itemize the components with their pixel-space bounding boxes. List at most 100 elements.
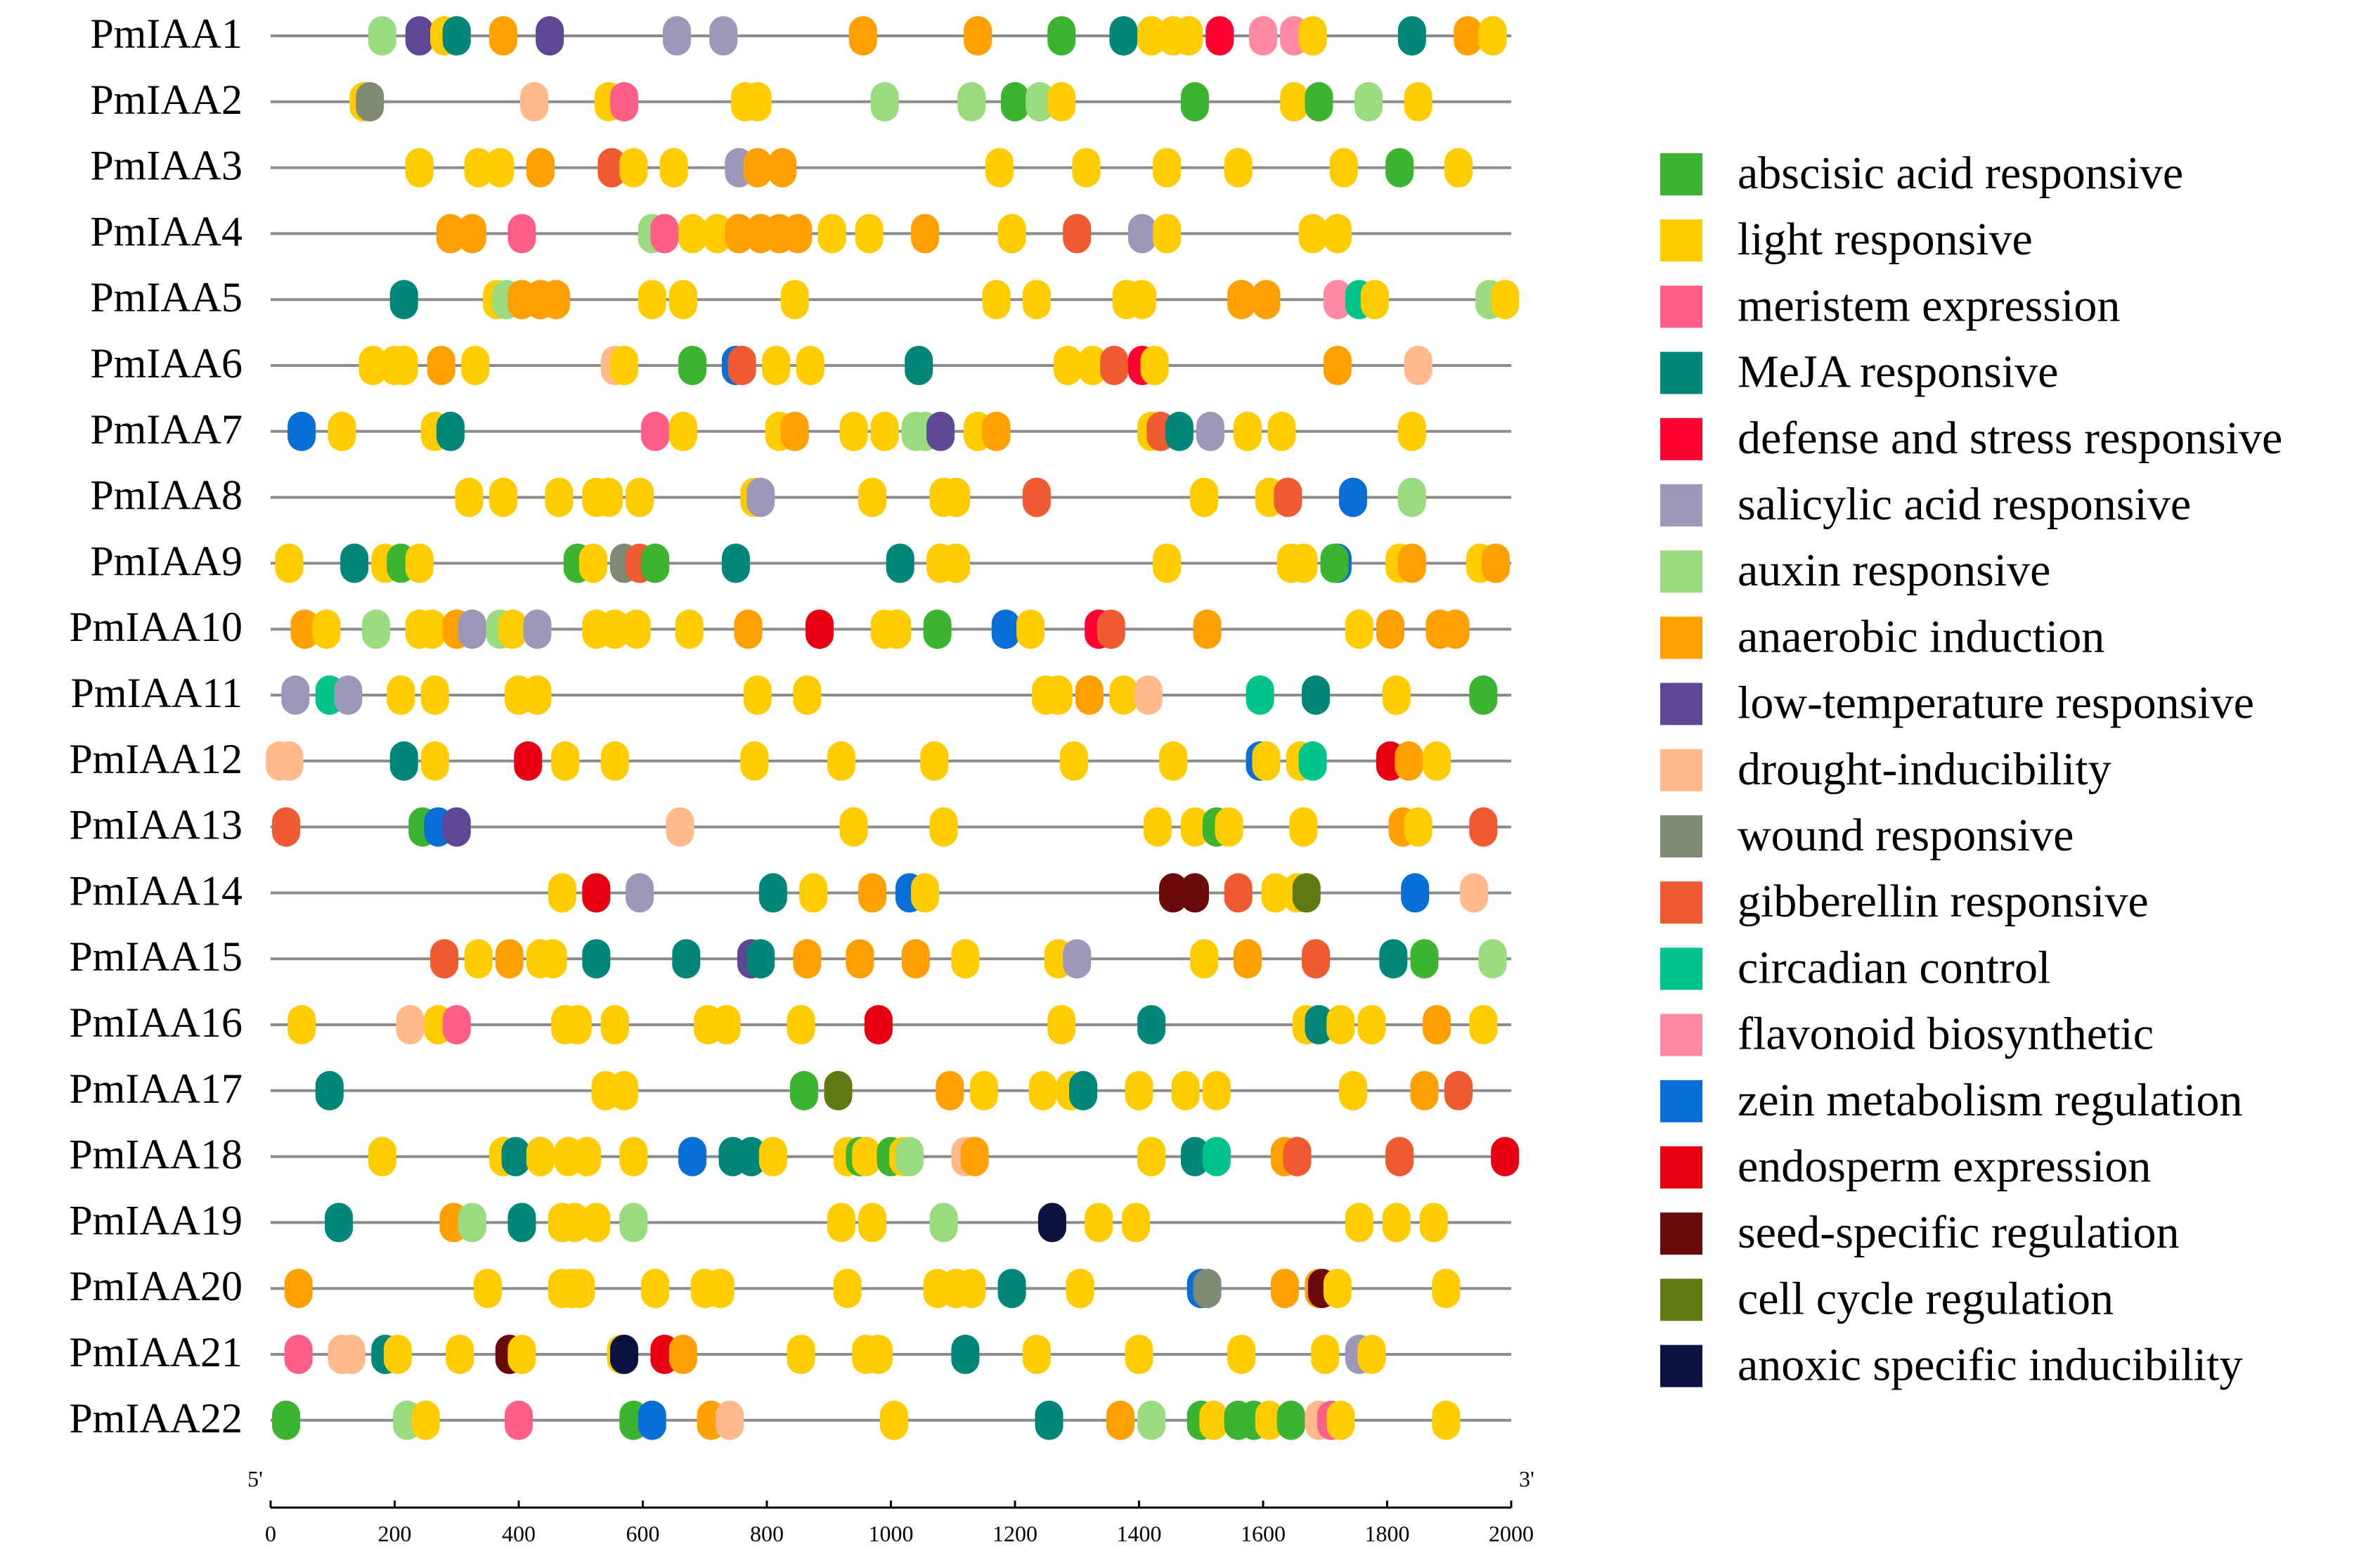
cis-element-light — [389, 346, 418, 385]
cis-element-light — [659, 148, 688, 188]
cis-element-anoxic — [1037, 1203, 1066, 1243]
cis-element-meristem — [507, 214, 536, 254]
cis-element-light — [855, 214, 884, 254]
cis-element-meja — [1379, 939, 1408, 979]
legend-item: anaerobic induction — [1660, 611, 2104, 662]
legend-label: seed-specific regulation — [1738, 1207, 2180, 1258]
legend-label: gibberellin responsive — [1738, 876, 2149, 927]
cis-element-meja — [951, 1335, 980, 1374]
cis-element-anaerobic — [1193, 609, 1222, 649]
cis-element-meristem — [650, 214, 679, 254]
cis-element-light — [1404, 807, 1432, 847]
legend-label: meristem expression — [1738, 280, 2120, 331]
cis-element-light — [600, 1005, 629, 1044]
gene-row: PmIAA20 — [69, 1263, 1511, 1309]
gene-label: PmIAA16 — [69, 999, 242, 1046]
cis-element-anaerobic — [436, 214, 465, 254]
gene-label: PmIAA10 — [69, 604, 242, 650]
cis-element-auxin — [957, 82, 986, 122]
cis-element-lowtemp — [926, 411, 955, 451]
cis-element-light — [762, 346, 791, 385]
cis-element-ga — [1469, 807, 1498, 847]
gene-label: PmIAA13 — [69, 802, 242, 848]
cis-element-anaerobic — [1227, 280, 1256, 320]
cis-element-light — [1022, 1335, 1051, 1374]
gene-label: PmIAA21 — [69, 1329, 242, 1375]
cis-element-anaerobic — [725, 214, 754, 254]
legend-swatch — [1660, 153, 1702, 195]
cis-element-auxin — [1478, 939, 1507, 979]
legend-item: wound responsive — [1660, 810, 2074, 861]
cis-element-light — [985, 148, 1014, 188]
legend-swatch — [1660, 616, 1702, 659]
cis-element-light — [1190, 939, 1219, 979]
cis-element-light — [1072, 148, 1101, 188]
cis-element-light — [929, 807, 958, 847]
cis-element-light — [743, 675, 772, 715]
legend-label: cell cycle regulation — [1738, 1273, 2114, 1324]
cis-element-light — [787, 1005, 815, 1044]
cis-element-light — [638, 280, 666, 320]
cis-element-meristem — [505, 1400, 533, 1440]
cis-element-meja — [886, 543, 914, 583]
legend-swatch — [1660, 1080, 1702, 1122]
cis-element-meja — [1302, 675, 1331, 715]
cis-element-light — [1190, 477, 1219, 517]
legend: abscisic acid responsive light responsive… — [1660, 148, 2282, 1391]
legend-item: abscisic acid responsive — [1660, 148, 2183, 199]
cis-element-light — [743, 82, 772, 122]
cis-element-light — [1054, 346, 1082, 385]
cis-element-light — [1143, 807, 1172, 847]
gene-label: PmIAA19 — [69, 1197, 242, 1243]
cis-element-aba — [678, 346, 707, 385]
cis-element-light — [839, 411, 868, 451]
cis-element-meja — [905, 346, 933, 385]
legend-label: drought-inducibility — [1738, 744, 2111, 795]
legend-item: flavonoid biosynthetic — [1660, 1009, 2154, 1060]
cis-element-drought — [396, 1005, 425, 1044]
cis-element-ga — [1302, 939, 1331, 979]
cis-element-light — [668, 411, 697, 451]
cis-element-light — [641, 1269, 670, 1309]
gene-row: PmIAA7 — [90, 406, 1511, 453]
cis-element-sa — [709, 16, 738, 56]
cis-element-sa — [334, 675, 363, 715]
cis-element-light — [1326, 1400, 1355, 1440]
cis-element-anaerobic — [541, 280, 570, 320]
cis-element-light — [678, 214, 707, 254]
cis-element-zein — [1401, 873, 1430, 913]
axis-tick-label: 0 — [265, 1521, 276, 1546]
cis-element-light — [1153, 543, 1182, 583]
cis-element-anaerobic — [1410, 1070, 1439, 1110]
cis-element-light — [1085, 1203, 1113, 1243]
legend-label: defense and stress responsive — [1738, 413, 2282, 464]
cis-element-light — [951, 939, 980, 979]
cis-element-anaerobic — [1423, 1005, 1451, 1044]
cis-element-light — [1047, 82, 1076, 122]
cis-element-meja — [1035, 1400, 1063, 1440]
cis-element-light — [275, 543, 304, 583]
cis-element-light — [1127, 280, 1156, 320]
gene-row: PmIAA14 — [69, 867, 1511, 914]
cis-element-auxin — [458, 1203, 486, 1243]
cis-element-light — [883, 609, 912, 649]
cis-element-light — [548, 873, 576, 913]
cis-element-meja — [442, 16, 471, 56]
gene-row: PmIAA11 — [71, 670, 1511, 716]
cis-element-sa — [663, 16, 692, 56]
cis-element-light — [1066, 1269, 1094, 1309]
cis-element-auxin — [1026, 82, 1054, 122]
cis-element-endosperm — [1491, 1136, 1520, 1177]
cis-element-light — [1137, 16, 1166, 56]
gene-label: PmIAA9 — [90, 538, 242, 584]
gene-row: PmIAA21 — [69, 1329, 1511, 1375]
cis-element-light — [1125, 1335, 1153, 1374]
cis-element-anaerobic — [858, 873, 887, 913]
cis-element-anaerobic — [1397, 543, 1426, 583]
cis-element-light — [1289, 807, 1318, 847]
cis-element-anaerobic — [1270, 1269, 1299, 1309]
cis-element-aba — [789, 1070, 818, 1110]
axis-tick-label: 200 — [378, 1521, 412, 1546]
axis-tick-label: 600 — [626, 1521, 660, 1546]
gene-row: PmIAA8 — [90, 472, 1511, 519]
